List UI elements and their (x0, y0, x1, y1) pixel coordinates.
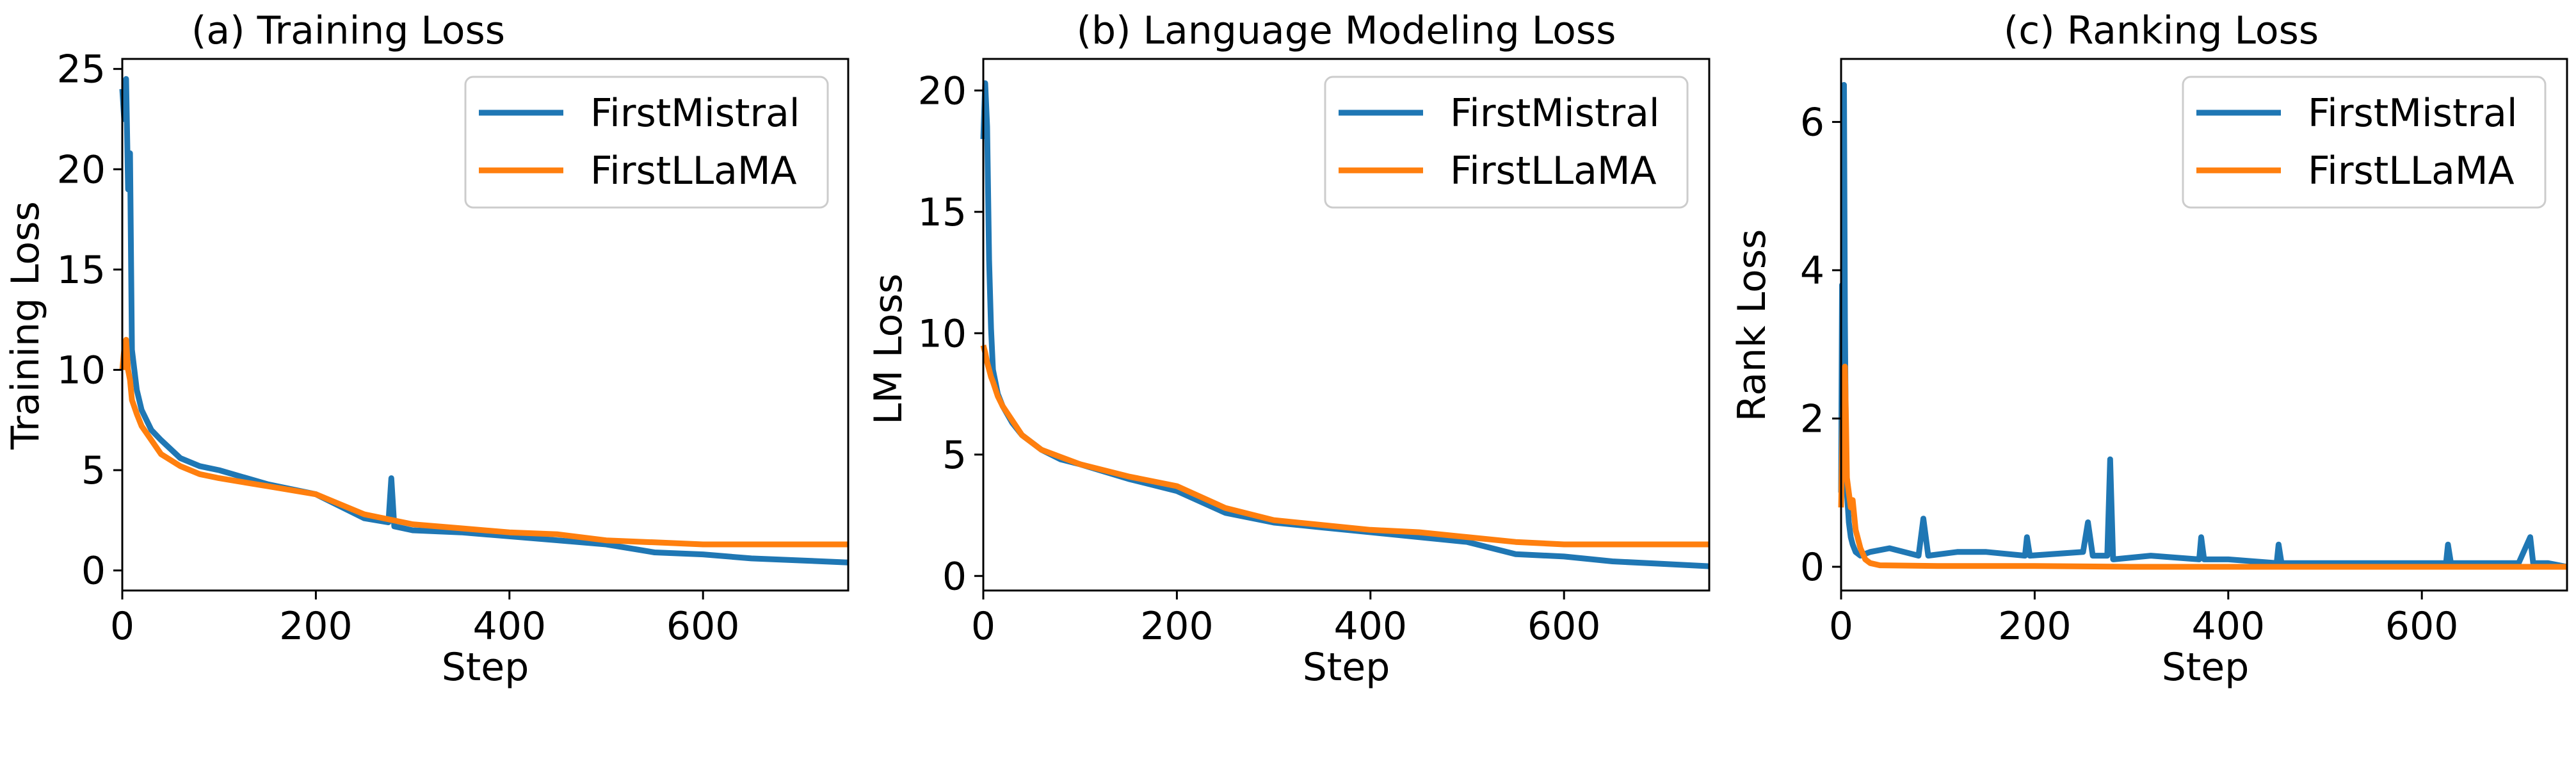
panel-a-plot: 0 200 400 600 0 5 10 15 20 25 (57, 47, 849, 649)
panel-a-xlabel: Step (442, 645, 529, 690)
panel-c-xtick-label: 400 (2192, 604, 2266, 649)
panel-a-legend-box (464, 76, 829, 209)
panel-c: (c) Ranking Loss Rank Loss Step 0 200 400 6… (1730, 8, 2568, 690)
panel-c-legend-box (2182, 76, 2547, 209)
panel-c-xtick-label: 600 (2385, 604, 2459, 649)
panel-c-series-firstmistral (1838, 82, 2568, 570)
panel-a: (a) Training Loss Training Loss Step 0 20… (3, 8, 849, 690)
panel-c-ytick-label: 2 (1800, 396, 1824, 441)
panel-c-plot: 0 200 400 600 0 2 4 6 (1800, 82, 2568, 649)
panel-a-ytick-label: 10 (57, 348, 106, 393)
panel-b-legend-box (1324, 76, 1689, 209)
panel-b-ytick-label: 20 (918, 69, 967, 113)
panel-a-title: (a) Training Loss (191, 8, 505, 53)
panel-b-xtick-label: 0 (971, 604, 995, 649)
panel-a-ylabel: Training Loss (3, 201, 48, 450)
panel-b-legend-label-firstllama: FirstLLaMA (1450, 149, 1657, 193)
panel-c-legend: FirstMistral FirstLLaMA (2182, 76, 2547, 209)
panel-b-ytick-label: 0 (942, 554, 967, 599)
panel-b-xtick-label: 600 (1527, 604, 1601, 649)
panel-a-ytick-label: 5 (81, 448, 106, 493)
panel-c-xtick-label: 200 (1998, 604, 2072, 649)
panel-b: (b) Language Modeling Loss LM Loss Step … (866, 8, 1711, 690)
panel-c-ytick-label: 0 (1800, 545, 1824, 590)
panel-a-frame (121, 58, 849, 592)
panel-a-xtick-label: 0 (110, 604, 134, 649)
panel-a-xtick-label: 400 (473, 604, 547, 649)
panel-b-ytick-label: 5 (942, 433, 967, 478)
panel-a-ytick-label: 0 (81, 549, 106, 594)
panel-a-legend-label-firstllama: FirstLLaMA (590, 149, 797, 193)
panel-b-title: (b) Language Modeling Loss (1077, 8, 1616, 53)
panel-b-xtick-label: 400 (1334, 604, 1408, 649)
panel-a-legend-label-firstmistral: FirstMistral (590, 91, 800, 136)
panel-a-series-firstllama (119, 337, 848, 548)
panel-a-ytick-label: 20 (57, 147, 106, 192)
panel-c-frame (1840, 58, 2568, 592)
panel-a-xtick-label: 600 (666, 604, 740, 649)
panel-b-ylabel: LM Loss (866, 273, 911, 425)
panel-a-xtick-label: 200 (279, 604, 353, 649)
panel-b-legend-label-firstmistral: FirstMistral (1450, 91, 1660, 136)
panel-a-legend: FirstMistral FirstLLaMA (464, 76, 829, 209)
panel-c-ytick-label: 4 (1800, 249, 1824, 293)
panel-c-ytick-label: 6 (1800, 100, 1824, 145)
panel-a-ytick-label: 25 (57, 47, 106, 92)
panel-b-legend: FirstMistral FirstLLaMA (1324, 76, 1689, 209)
panel-b-ytick-label: 10 (918, 311, 967, 356)
panel-b-ytick-label: 15 (918, 190, 967, 235)
panel-a-ytick-label: 15 (57, 248, 106, 293)
panel-c-legend-label-firstmistral: FirstMistral (2308, 91, 2518, 136)
panel-c-ylabel: Rank Loss (1730, 229, 1775, 422)
panel-b-plot: 0 200 400 600 0 5 10 15 20 (918, 69, 1710, 649)
panel-c-xtick-label: 0 (1829, 604, 1853, 649)
panel-c-xlabel: Step (2162, 645, 2250, 690)
panel-b-xlabel: Step (1303, 645, 1390, 690)
panel-b-series-firstllama (980, 345, 1709, 548)
panel-c-legend-label-firstllama: FirstLLaMA (2308, 149, 2515, 193)
panel-b-xtick-label: 200 (1140, 604, 1214, 649)
panel-c-title: (c) Ranking Loss (2004, 8, 2319, 53)
panel-b-frame (982, 58, 1711, 592)
panel-c-series-firstllama (1838, 363, 2567, 570)
